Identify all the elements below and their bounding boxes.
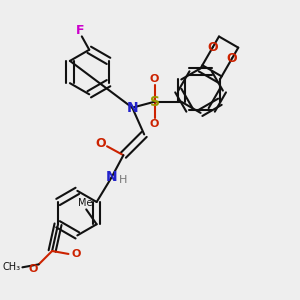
- Text: S: S: [150, 95, 160, 109]
- Text: O: O: [71, 249, 81, 259]
- Text: N: N: [127, 101, 138, 115]
- Text: O: O: [28, 264, 38, 274]
- Text: F: F: [76, 24, 85, 37]
- Text: CH₃: CH₃: [3, 262, 21, 272]
- Text: H: H: [119, 176, 128, 185]
- Text: O: O: [150, 119, 159, 129]
- Text: Me: Me: [77, 199, 92, 208]
- Text: O: O: [208, 40, 218, 54]
- Text: O: O: [227, 52, 238, 65]
- Text: O: O: [150, 74, 159, 85]
- Text: O: O: [96, 137, 106, 150]
- Text: N: N: [106, 170, 117, 184]
